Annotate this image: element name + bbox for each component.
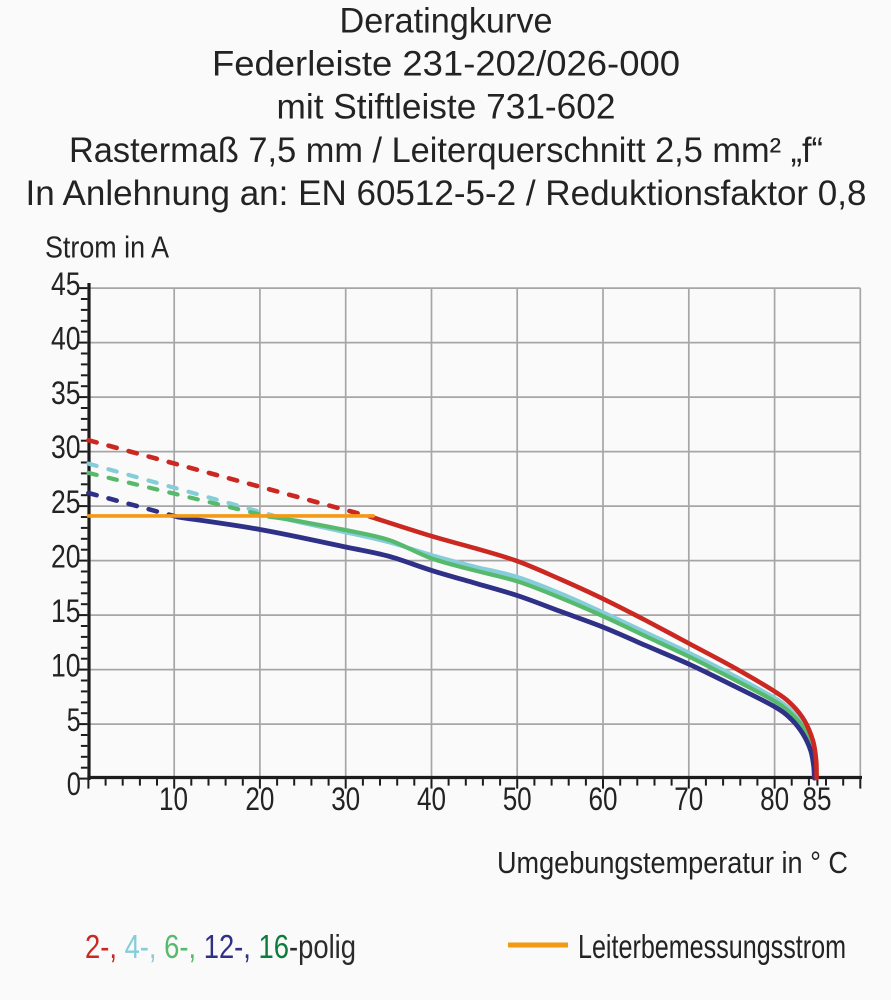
- svg-text:30: 30: [331, 781, 360, 817]
- svg-text:2-, 4-, 6-, 12-, 16-polig: 2-, 4-, 6-, 12-, 16-polig: [85, 928, 356, 965]
- svg-text:25: 25: [51, 484, 81, 520]
- svg-text:In Anlehnung an: EN 60512-5-2: In Anlehnung an: EN 60512-5-2 / Reduktio…: [26, 174, 867, 213]
- svg-text:40: 40: [51, 321, 81, 357]
- svg-text:85: 85: [803, 781, 832, 817]
- svg-text:20: 20: [51, 539, 81, 575]
- svg-text:60: 60: [589, 781, 618, 817]
- svg-text:40: 40: [417, 781, 446, 817]
- svg-text:Rastermaß 7,5 mm / Leiterquers: Rastermaß 7,5 mm / Leiterquerschnitt 2,5…: [69, 131, 823, 170]
- svg-text:Leiterbemessungsstrom: Leiterbemessungsstrom: [578, 928, 846, 965]
- svg-text:50: 50: [503, 781, 532, 817]
- svg-text:15: 15: [51, 593, 81, 629]
- svg-text:30: 30: [51, 429, 81, 465]
- svg-text:20: 20: [245, 781, 274, 817]
- svg-text:Federleiste 231-202/026-000: Federleiste 231-202/026-000: [212, 45, 680, 84]
- svg-text:mit Stiftleiste 731-602: mit Stiftleiste 731-602: [277, 88, 616, 127]
- svg-text:10: 10: [159, 781, 188, 817]
- svg-text:35: 35: [51, 375, 81, 411]
- svg-text:0: 0: [67, 766, 81, 802]
- svg-text:10: 10: [51, 648, 81, 684]
- svg-text:Umgebungstemperatur in ° C: Umgebungstemperatur in ° C: [497, 845, 848, 880]
- svg-text:5: 5: [67, 702, 81, 738]
- svg-text:70: 70: [674, 781, 703, 817]
- svg-text:Strom in A: Strom in A: [45, 230, 169, 265]
- svg-text:Deratingkurve: Deratingkurve: [340, 2, 553, 41]
- svg-text:45: 45: [51, 266, 81, 302]
- svg-text:80: 80: [760, 781, 789, 817]
